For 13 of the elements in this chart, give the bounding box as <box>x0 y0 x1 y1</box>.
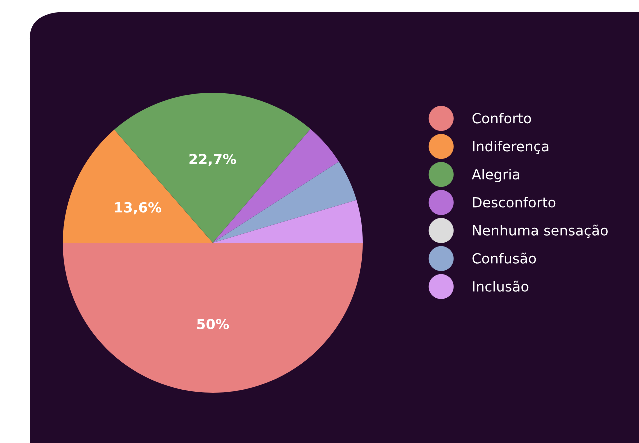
data-label: 13,6% <box>115 202 162 215</box>
legend-label: Conforto <box>472 112 532 124</box>
legend-label: Inclusão <box>473 280 529 292</box>
legend-label: Indiferença <box>473 140 549 154</box>
pie-slice <box>63 243 363 393</box>
legend-label: Desconforto <box>473 197 556 208</box>
legend-label: Confusão <box>472 252 536 264</box>
pie-slice <box>213 200 363 243</box>
data-label: 50% <box>197 319 230 330</box>
data-label: 22,7% <box>190 154 236 166</box>
pie-slice <box>114 93 311 243</box>
legend-label: Alegria <box>472 169 520 182</box>
legend-label: Nenhuma sensação <box>473 224 608 238</box>
